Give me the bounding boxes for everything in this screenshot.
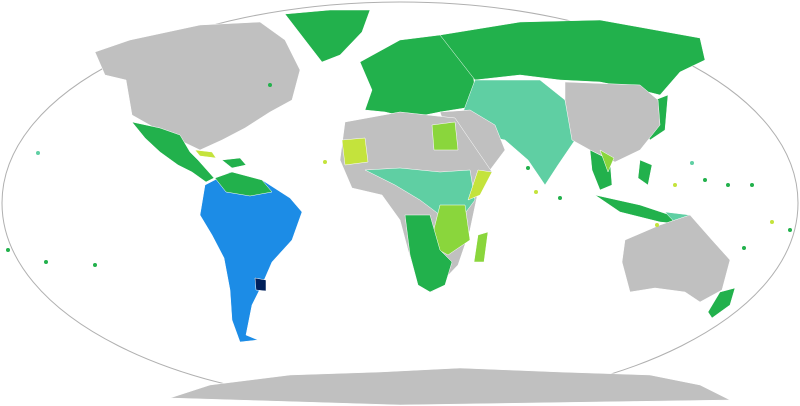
region-madagascar <box>473 231 489 263</box>
region-southern-africa <box>404 214 453 293</box>
region-australia <box>621 214 731 303</box>
island-marker <box>268 83 272 87</box>
island-marker <box>44 260 48 264</box>
island-marker <box>750 183 754 187</box>
island-marker <box>703 178 707 182</box>
region-south-america <box>199 171 303 343</box>
region-greenland <box>284 9 371 63</box>
region-mexico-central-america <box>131 121 215 183</box>
island-marker <box>742 246 746 250</box>
region-north-america <box>94 21 301 151</box>
island-marker <box>558 196 562 200</box>
region-russia <box>439 19 706 96</box>
region-east-asia <box>564 81 661 163</box>
island-marker <box>690 161 694 165</box>
island-marker <box>6 248 10 252</box>
island-marker <box>788 228 792 232</box>
island-marker <box>526 166 530 170</box>
island-marker <box>726 183 730 187</box>
region-egypt <box>431 121 459 151</box>
island-marker <box>93 263 97 267</box>
region-caribbean <box>221 157 247 169</box>
island-marker <box>770 220 774 224</box>
island-marker <box>534 190 538 194</box>
island-marker <box>323 160 327 164</box>
island-marker <box>655 223 659 227</box>
region-philippines <box>637 159 653 186</box>
region-antarctica <box>169 367 731 406</box>
region-cuba <box>194 149 217 159</box>
small-island-markers <box>6 83 792 267</box>
island-marker <box>36 151 40 155</box>
region-indochina <box>599 149 615 173</box>
region-europe <box>359 34 476 119</box>
region-northern-south-america <box>214 171 273 197</box>
region-horn-of-africa <box>467 169 493 201</box>
region-new-zealand <box>707 287 736 319</box>
region-uruguay <box>254 277 267 292</box>
region-mauritania <box>341 137 369 166</box>
island-marker <box>673 183 677 187</box>
